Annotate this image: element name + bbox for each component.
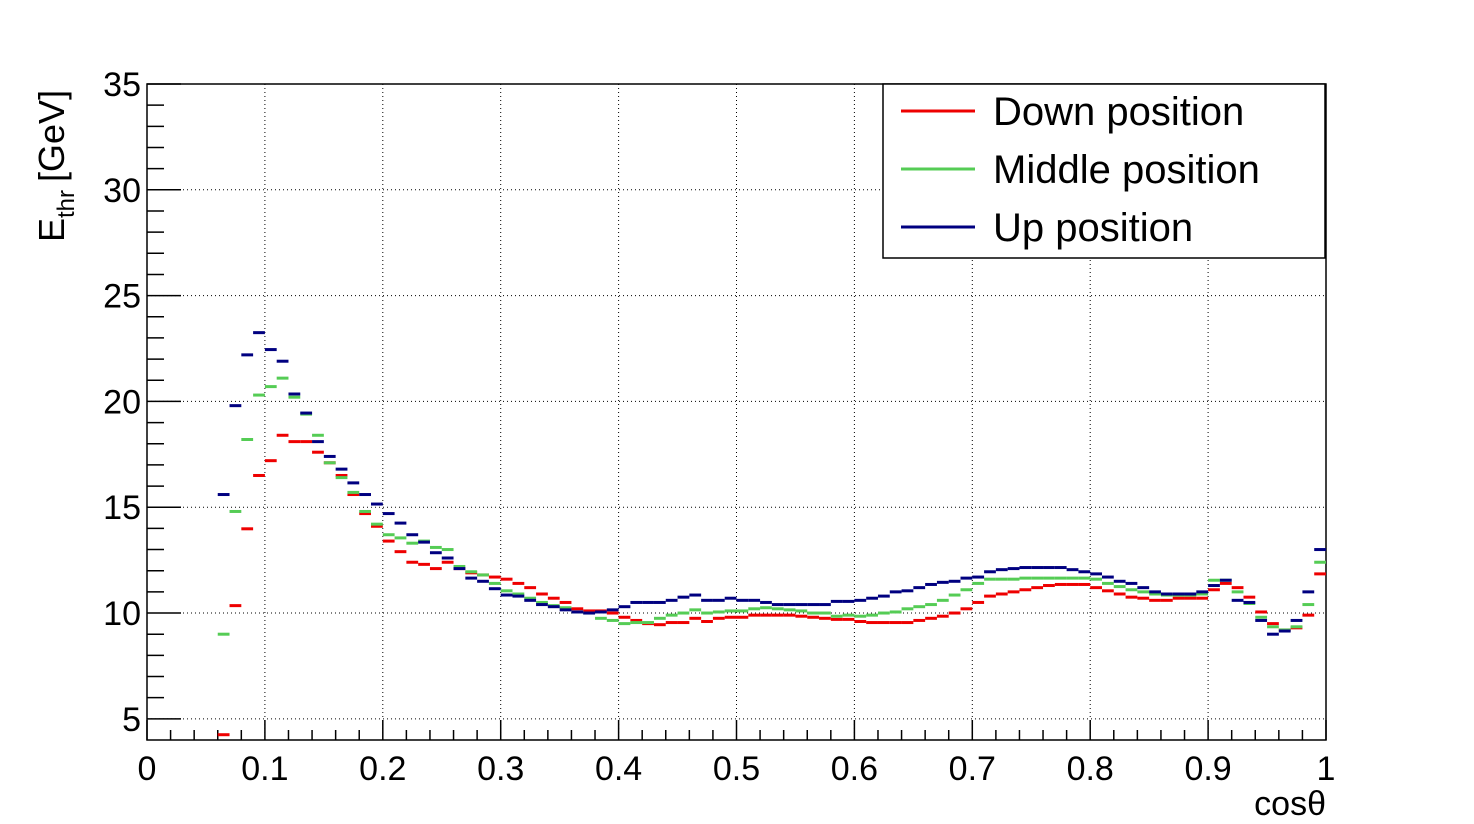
- y-tick-label: 10: [103, 595, 141, 633]
- x-tick-label: 0.6: [831, 750, 878, 788]
- x-tick-label: 0.7: [949, 750, 996, 788]
- y-axis-label-sub: thr: [53, 190, 80, 218]
- y-tick-label: 5: [122, 701, 141, 739]
- y-tick-label: 30: [103, 172, 141, 210]
- series: [217, 433, 1326, 737]
- x-tick-label: 0: [138, 750, 157, 788]
- legend-label: Middle position: [993, 148, 1260, 192]
- x-tick-label: 0.9: [1184, 750, 1231, 788]
- y-tick-label: 25: [103, 278, 141, 316]
- x-tick-label: 0.5: [713, 750, 760, 788]
- legend-label: Up position: [993, 206, 1193, 250]
- x-tick-label: 1: [1317, 750, 1336, 788]
- y-tick-label: 35: [103, 66, 141, 104]
- y-axis-label-unit: [GeV]: [31, 90, 72, 182]
- legend-label: Down position: [993, 90, 1244, 134]
- y-axis-label: Ethr [GeV]: [31, 90, 80, 242]
- x-tick-label: 0.4: [595, 750, 642, 788]
- x-tick-label: 0.3: [477, 750, 524, 788]
- x-axis-label: cosθ: [1254, 785, 1326, 823]
- y-axis-label-main: E: [31, 218, 72, 242]
- x-tick-label: 0.8: [1067, 750, 1114, 788]
- series: [217, 331, 1326, 636]
- x-tick-label: 0.2: [359, 750, 406, 788]
- y-tick-label: 20: [103, 383, 141, 421]
- y-tick-label: 15: [103, 489, 141, 527]
- series: [217, 376, 1326, 636]
- legend-box: [882, 83, 1326, 259]
- x-tick-label: 0.1: [241, 750, 288, 788]
